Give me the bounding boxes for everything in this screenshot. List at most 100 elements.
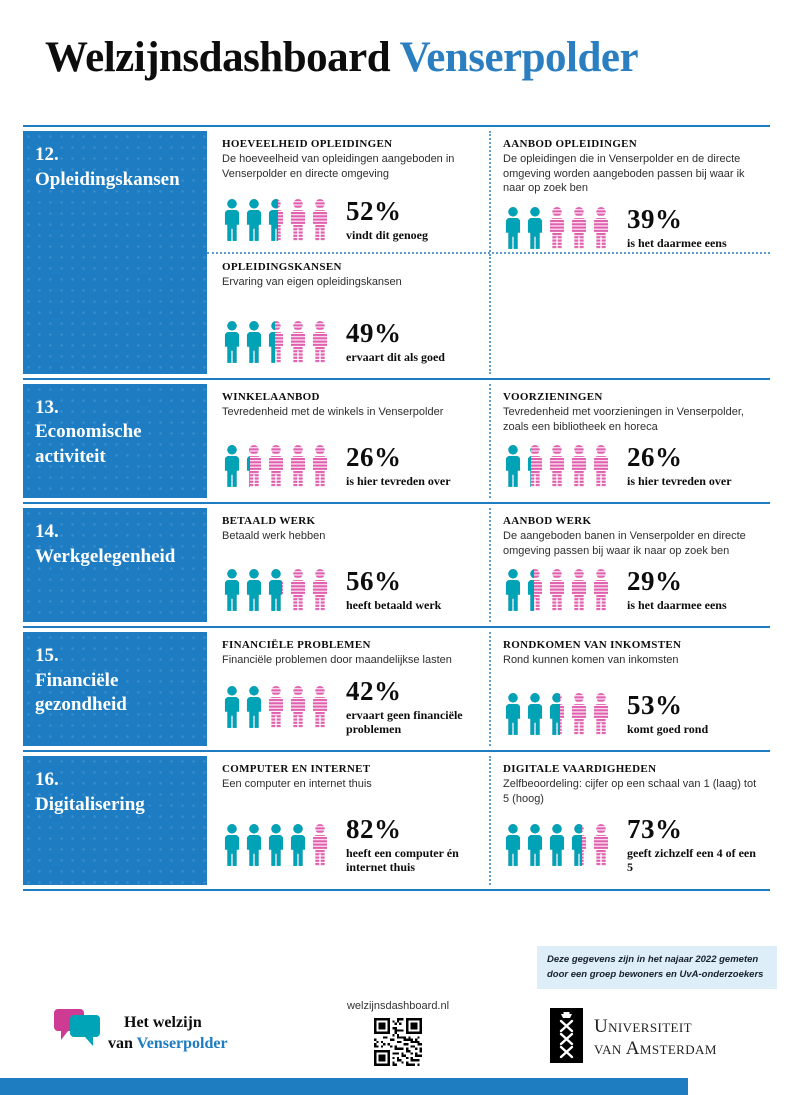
- people-pictogram: [503, 444, 611, 488]
- stat-card-title: DIGITALE VAARDIGHEDEN: [503, 763, 657, 776]
- section-name: Economische activiteit: [35, 421, 142, 467]
- people-pictogram: [222, 198, 330, 242]
- section-16: 16. Digitalisering COMPUTER EN INTERNET …: [23, 750, 770, 888]
- stat-value: 82%: [346, 814, 402, 845]
- stat-figure: 82% heeft een computer én internet thuis: [222, 806, 481, 878]
- stat-card-description: Betaald werk hebben: [222, 530, 326, 543]
- section-label: 13. Economische activiteit: [23, 384, 207, 499]
- person-icon: [312, 320, 328, 363]
- person-icon: [549, 445, 565, 488]
- section-content: COMPUTER EN INTERNET Een computer en int…: [207, 756, 770, 885]
- stat-value: 26%: [627, 442, 683, 473]
- person-icon: [312, 824, 328, 867]
- person-icon: [268, 320, 284, 363]
- person-icon: [290, 824, 306, 867]
- stat-card-description: Financiële problemen door maandelijkse l…: [222, 654, 452, 667]
- data-note: Deze gegevens zijn in het najaar 2022 ge…: [537, 946, 777, 990]
- person-icon: [571, 824, 587, 867]
- section-13: 13. Economische activiteit WINKELAANBOD …: [23, 378, 770, 502]
- stat-block: 82% heeft een computer én internet thuis: [346, 814, 481, 875]
- speech-bubbles-icon: [52, 1005, 102, 1062]
- stat-figure: 42% ervaart geen financiële problemen: [222, 668, 481, 740]
- people-pictogram: [222, 444, 330, 488]
- stat-block: 39% is het daarmee eens: [627, 203, 727, 250]
- person-icon: [312, 445, 328, 488]
- uva-crest-icon: [550, 1008, 583, 1068]
- section-content: BETAALD WERK Betaald werk hebben: [207, 508, 770, 623]
- person-icon: [593, 693, 609, 736]
- data-note-line1: Deze gegevens zijn in het najaar 2022 ge…: [547, 954, 759, 965]
- section-14: 14. Werkgelegenheid BETAALD WERK Betaald…: [23, 502, 770, 626]
- section-number: 16.: [35, 769, 59, 791]
- person-icon: [571, 569, 587, 612]
- stat-card-title: RONDKOMEN VAN INKOMSTEN: [503, 639, 682, 652]
- person-icon: [224, 445, 240, 488]
- person-icon: [246, 198, 262, 241]
- qr-code: [323, 1018, 473, 1071]
- data-note-line2: door een groep bewoners en UvA-onderzoek…: [547, 968, 764, 980]
- person-icon: [527, 445, 543, 488]
- stat-label: komt goed rond: [627, 722, 709, 737]
- stat-figure: 52% vindt dit genoeg: [222, 188, 481, 246]
- bottom-accent-bar: [0, 1078, 688, 1095]
- person-icon: [290, 320, 306, 363]
- empty-card: [489, 253, 770, 375]
- stat-card: BETAALD WERK Betaald werk hebben: [207, 508, 489, 622]
- person-icon: [246, 320, 262, 363]
- footer-center: welzijnsdashboard.nl: [323, 1000, 473, 1071]
- section-label: 16. Digitalisering: [23, 756, 207, 885]
- person-icon: [571, 206, 587, 249]
- stat-card: WINKELAANBOD Tevredenheid met de winkels…: [207, 384, 489, 498]
- stat-value: 39%: [627, 203, 683, 234]
- stat-label: geeft zichzelf een 4 of een 5: [627, 846, 756, 875]
- section-number: 12.: [35, 144, 59, 166]
- stat-card-title: HOEVEELHEID OPLEIDINGEN: [222, 138, 393, 151]
- people-pictogram: [503, 568, 611, 612]
- person-icon: [312, 198, 328, 241]
- stat-card: FINANCIËLE PROBLEMEN Financiële probleme…: [207, 632, 489, 746]
- stat-block: 29% is het daarmee eens: [627, 568, 727, 613]
- stat-card-title: OPLEIDINGSKANSEN: [222, 260, 342, 273]
- person-icon: [268, 686, 284, 728]
- stat-figure: 73% geeft zichzelf een 4 of een 5: [503, 806, 762, 878]
- stat-card-title: AANBOD WERK: [503, 515, 592, 528]
- stat-figure: 29% is het daarmee eens: [503, 558, 762, 616]
- person-icon: [246, 569, 262, 612]
- section-name: Werkgelegenheid: [35, 545, 176, 567]
- person-icon: [224, 320, 240, 363]
- person-icon: [224, 686, 240, 728]
- person-icon: [246, 445, 262, 488]
- people-pictogram: [222, 568, 330, 612]
- stat-value: 26%: [346, 442, 402, 473]
- brand-text: Het welzijn van Venserpolder: [108, 1013, 228, 1055]
- uva-text: Universiteit van Amsterdam: [594, 1016, 717, 1059]
- person-icon: [505, 445, 521, 488]
- stat-card-title: WINKELAANBOD: [222, 391, 320, 403]
- people-pictogram: [503, 692, 611, 736]
- section-name: Digitalisering: [35, 793, 145, 815]
- stat-figure: 53% komt goed rond: [503, 682, 762, 740]
- card-row: WINKELAANBOD Tevredenheid met de winkels…: [207, 384, 770, 499]
- stat-card-title: AANBOD OPLEIDINGEN: [503, 138, 638, 151]
- person-icon: [246, 686, 262, 728]
- stat-card-description: Tevredenheid met voorzieningen in Venser…: [503, 406, 744, 433]
- stat-label: ervaart dit als goed: [346, 349, 445, 364]
- person-icon: [549, 569, 565, 612]
- person-icon: [549, 693, 565, 736]
- stat-card-description: Rond kunnen komen van inkomsten: [503, 654, 679, 667]
- section-label: 15. Financiële gezondheid: [23, 632, 207, 747]
- card-row: HOEVEELHEID OPLEIDINGEN De hoeveelheid v…: [207, 131, 770, 252]
- page-title-blue: Venserpolder: [399, 34, 639, 81]
- person-icon: [549, 824, 565, 867]
- sections: 12. Opleidingskansen HOEVEELHEID OPLEIDI…: [23, 125, 770, 891]
- section-15: 15. Financiële gezondheid FINANCIËLE PRO…: [23, 626, 770, 750]
- stat-card-description: De aangeboden banen in Venserpolder en d…: [503, 530, 746, 557]
- section-number: 13.: [35, 397, 59, 418]
- stat-card: VOORZIENINGEN Tevredenheid met voorzieni…: [489, 384, 770, 499]
- stat-value: 73%: [627, 814, 683, 845]
- section-content: HOEVEELHEID OPLEIDINGEN De hoeveelheid v…: [207, 131, 770, 375]
- person-icon: [571, 693, 587, 736]
- person-icon: [224, 824, 240, 867]
- stat-value: 52%: [346, 195, 402, 226]
